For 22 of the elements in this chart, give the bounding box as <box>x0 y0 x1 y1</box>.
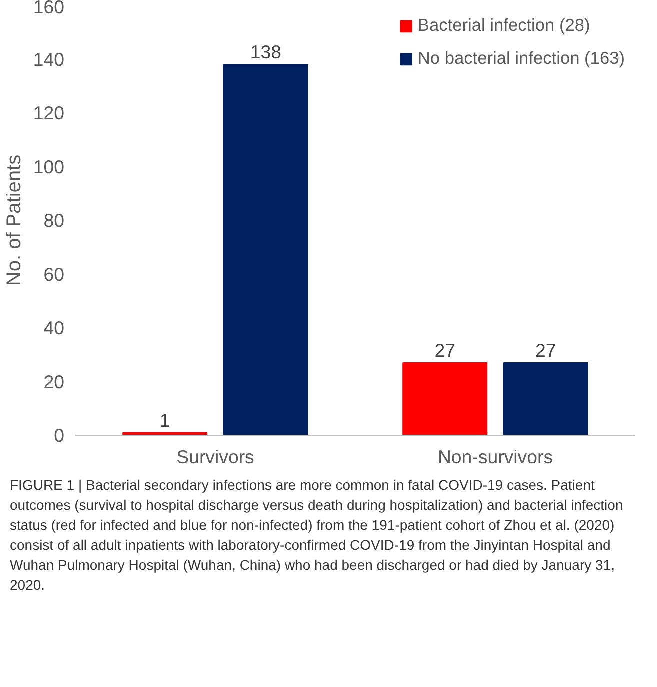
y-tick-label: 120 <box>33 102 65 124</box>
x-tick-label: Survivors <box>176 446 254 468</box>
y-tick-label: 80 <box>44 210 65 231</box>
bar <box>402 362 488 436</box>
y-tick-label: 160 <box>33 0 65 18</box>
bar <box>503 362 588 436</box>
y-tick-label: 140 <box>33 48 65 70</box>
data-label: 1 <box>160 410 170 431</box>
legend-label: No bacterial infection (163) <box>418 48 625 69</box>
y-axis-title: No. of Patients <box>3 154 26 286</box>
data-label: 27 <box>536 340 556 361</box>
y-tick-label: 20 <box>44 371 65 392</box>
caption: FIGURE 1 | Bacterial secondary infections are more common in fatal COVID-19 cases. Patient outcomes (survival to hospital discharge versus death during hospitalization) and bacterial infection status (red for infected and blue for non-infected) from the 191-patient cohort of Zhou et al. (2020) consist of all adult inpatients with laboratory-confirmed COVID-19 from the Jinyintan Hospital and Wuhan Pulmonary Hospital (Wuhan, China) who had been discharged or had died by January 31, 2020. <box>10 476 624 595</box>
y-tick-label: 60 <box>44 264 65 285</box>
legend-label: Bacterial infection (28) <box>418 15 590 36</box>
data-label: 138 <box>250 42 282 63</box>
y-tick-label: 0 <box>54 425 65 446</box>
data-label: 27 <box>434 340 456 361</box>
y-tick-label: 100 <box>33 156 65 178</box>
x-tick-label: Non-survivors <box>438 446 554 468</box>
y-tick-label: 40 <box>44 318 65 338</box>
bar <box>223 64 308 436</box>
